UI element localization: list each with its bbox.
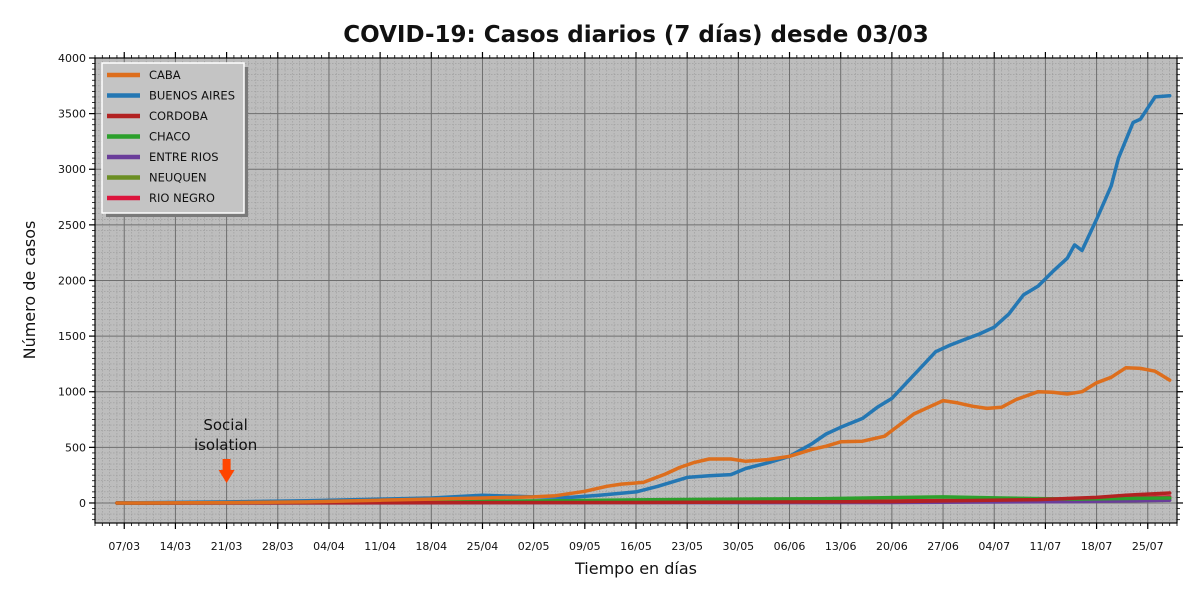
x-tick-label: 11/07 <box>1030 540 1062 553</box>
x-tick-label: 23/05 <box>671 540 703 553</box>
legend-label-entre-rios: ENTRE RIOS <box>149 150 219 164</box>
series-layer <box>115 94 1172 505</box>
x-tick-label: 11/04 <box>364 540 396 553</box>
x-tick-label: 09/05 <box>569 540 601 553</box>
y-tick-label: 1000 <box>58 386 86 399</box>
annotation-text-line: Social <box>203 416 247 434</box>
legend-label-buenos-aires: BUENOS AIRES <box>149 89 235 103</box>
x-tick-label: 21/03 <box>211 540 243 553</box>
y-tick-label: 3500 <box>58 108 86 121</box>
x-axis-ticks: 07/03 14/03 21/03 28/03 04/04 11/04 18/04 25/04… <box>108 52 1164 553</box>
series-line-buenos-aires <box>115 94 1172 505</box>
x-tick-label: 25/07 <box>1132 540 1164 553</box>
series-line-cordoba <box>115 491 1172 505</box>
x-tick-label: 02/05 <box>518 540 550 553</box>
x-tick-label: 18/07 <box>1081 540 1113 553</box>
y-tick-label: 2000 <box>58 274 86 287</box>
legend-label-rio-negro: RIO NEGRO <box>149 191 215 205</box>
x-tick-label: 14/03 <box>160 540 192 553</box>
x-tick-label: 27/06 <box>927 540 959 553</box>
x-tick-label: 16/05 <box>620 540 652 553</box>
series-line-caba <box>115 366 1172 505</box>
x-tick-label: 28/03 <box>262 540 294 553</box>
x-axis-label: Tiempo en días <box>574 559 697 578</box>
x-tick-label: 04/07 <box>978 540 1010 553</box>
x-tick-label: 07/03 <box>108 540 140 553</box>
y-tick-label: 2500 <box>58 219 86 232</box>
x-tick-label: 04/04 <box>313 540 345 553</box>
down-arrow-icon <box>218 470 235 483</box>
legend-label-caba: CABA <box>149 68 181 82</box>
y-axis-ticks: 0 500 1000 1500 2000 2500 3000 3500 4000 <box>58 52 1183 510</box>
y-tick-label: 1500 <box>58 330 86 343</box>
y-tick-label: 0 <box>79 497 86 510</box>
x-tick-label: 20/06 <box>876 540 908 553</box>
legend-label-cordoba: CORDOBA <box>149 109 208 123</box>
y-tick-label: 500 <box>65 441 86 454</box>
annotation-arrow-shaft <box>222 459 231 471</box>
x-tick-label: 30/05 <box>722 540 754 553</box>
chart-title: COVID-19: Casos diarios (7 días) desde 0… <box>343 22 928 48</box>
y-tick-label: 4000 <box>58 52 86 65</box>
legend: CABA BUENOS AIRES CORDOBA CHACO ENTRE RIOS NE… <box>101 62 248 217</box>
y-tick-label: 3000 <box>58 163 86 176</box>
legend-label-chaco: CHACO <box>149 130 190 144</box>
x-tick-label: 13/06 <box>825 540 857 553</box>
y-axis-label: Número de casos <box>20 221 39 360</box>
x-tick-label: 25/04 <box>467 540 499 553</box>
x-tick-label: 06/06 <box>774 540 806 553</box>
social-isolation-annotation: Social isolation <box>194 416 257 483</box>
legend-label-neuquen: NEUQUEN <box>149 171 207 185</box>
annotation-text-line: isolation <box>194 436 257 454</box>
x-tick-label: 18/04 <box>415 540 447 553</box>
